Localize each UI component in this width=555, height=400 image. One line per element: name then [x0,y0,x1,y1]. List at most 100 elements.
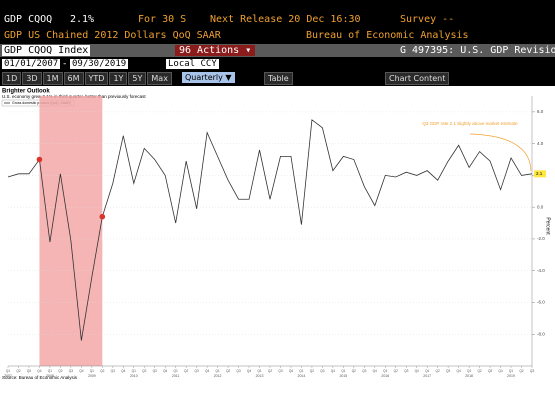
x-tick-label: Q1 [467,369,471,373]
y-axis-label: Percent [545,217,551,235]
x-tick-label: Q1 [174,369,178,373]
security-bar [0,44,555,57]
recession-band [39,96,103,366]
end-date[interactable]: 09/30/2019 [70,59,129,69]
x-tick-label: Q1 [383,369,387,373]
x-tick-label: Q2 [519,369,523,373]
currency[interactable]: Local CCY [166,59,219,69]
x-tick-label: Q3 [404,369,408,373]
chart-content-button[interactable]: Chart Content [385,72,450,85]
last-value-box [534,170,546,178]
year-label: 2010 [130,374,138,378]
data-source: Bureau of Economic Analysis [306,30,469,41]
y-tick-label: -8.0 [537,331,545,336]
security[interactable]: GDP CQOQ Index [2,45,91,56]
year-label: 2008 [46,374,54,378]
x-tick-label: Q2 [58,369,62,373]
annotation-arrow [469,133,532,171]
terminal-header: GDP CQOQ 2.1% For 30 S Next Release 20 D… [0,0,555,86]
x-tick-label: Q1 [132,369,136,373]
range-button[interactable]: Max [147,72,172,85]
x-tick-label: Q2 [16,369,20,373]
description: GDP US Chained 2012 Dollars QoQ SAAR [4,30,221,41]
year-label: 2009 [88,374,96,378]
x-tick-label: Q1 [299,369,303,373]
x-tick-label: Q3 [236,369,240,373]
x-tick-label: Q1 [425,369,429,373]
event-marker [36,156,43,163]
y-tick-label: -6.0 [537,300,545,305]
table-button[interactable]: Table [264,72,293,85]
x-tick-label: Q3 [69,369,73,373]
x-tick-label: Q2 [142,369,146,373]
range-button[interactable]: 5Y [128,72,147,85]
year-label: 2007 [4,374,12,378]
x-tick-label: Q1 [48,369,52,373]
ticker: GDP CQOQ [4,14,53,25]
x-tick-label: Q3 [320,369,324,373]
last-value: 2.1% [70,14,95,25]
x-tick-label: Q3 [530,369,534,373]
year-label: 2019 [507,374,515,378]
y-tick-label: 4.0 [537,141,544,146]
event-marker [99,213,106,220]
chart-source: Source: Bureau of Economic Analysis [2,375,78,380]
x-tick-label: Q2 [477,369,481,373]
x-tick-label: Q4 [331,369,335,373]
x-tick-label: Q3 [446,369,450,373]
x-tick-label: Q2 [226,369,230,373]
range-button[interactable]: 1M [42,72,63,85]
x-tick-label: Q3 [362,369,366,373]
x-tick-label: Q2 [184,369,188,373]
year-label: 2016 [381,374,389,378]
y-tick-label: 0.0 [537,204,544,209]
range-button[interactable]: 6M [63,72,84,85]
y-tick-label: -4.0 [537,268,545,273]
year-label: 2014 [298,374,306,378]
x-tick-label: Q2 [268,369,272,373]
x-tick-label: Q1 [257,369,261,373]
survey: Survey -- [400,14,455,25]
x-tick-label: Q3 [27,369,31,373]
x-tick-label: Q4 [415,369,419,373]
y-tick-label: 6.0 [537,109,544,114]
range-button[interactable]: 3D [22,72,42,85]
x-tick-label: Q1 [215,369,219,373]
range-button[interactable]: 1D [2,72,22,85]
chart-title: Brighter Outlook [2,89,50,95]
x-tick-label: Q4 [121,369,125,373]
year-label: 2015 [339,374,347,378]
frequency[interactable]: Quarterly ▼ [182,72,235,83]
x-tick-label: Q4 [79,369,83,373]
x-tick-label: Q4 [373,369,377,373]
x-tick-label: Q2 [394,369,398,373]
x-tick-label: Q2 [436,369,440,373]
x-tick-label: Q3 [195,369,199,373]
x-tick-label: Q3 [488,369,492,373]
x-tick-label: Q4 [247,369,251,373]
actions-menu[interactable]: 96 Actions ▾ [175,45,256,56]
last-value-label: 2.1 [536,171,543,176]
x-tick-label: Q1 [6,369,10,373]
y-tick-label: -2.0 [537,236,545,241]
x-tick-label: Q4 [37,369,41,373]
data-line [7,119,533,341]
x-tick-label: Q4 [205,369,209,373]
annotation: Q3 GDP rate 2.1 slightly above market es… [422,121,518,126]
chart: Brighter Outlook U.S. economy grew 2.1% … [1,89,551,380]
x-tick-label: Q4 [163,369,167,373]
year-label: 2017 [423,374,431,378]
x-tick-label: Q1 [341,369,345,373]
x-tick-label: Q1 [509,369,513,373]
range-button[interactable]: YTD [84,72,109,85]
x-tick-label: Q2 [310,369,314,373]
range-button[interactable]: 1Y [109,72,128,85]
year-label: 2018 [465,374,473,378]
x-tick-label: Q4 [498,369,502,373]
x-tick-label: Q4 [289,369,293,373]
start-date[interactable]: 01/01/2007 [2,59,61,69]
page-name: G 497395: U.S. GDP Revision [400,45,555,56]
period: For 30 S [138,14,187,25]
x-tick-label: Q2 [352,369,356,373]
